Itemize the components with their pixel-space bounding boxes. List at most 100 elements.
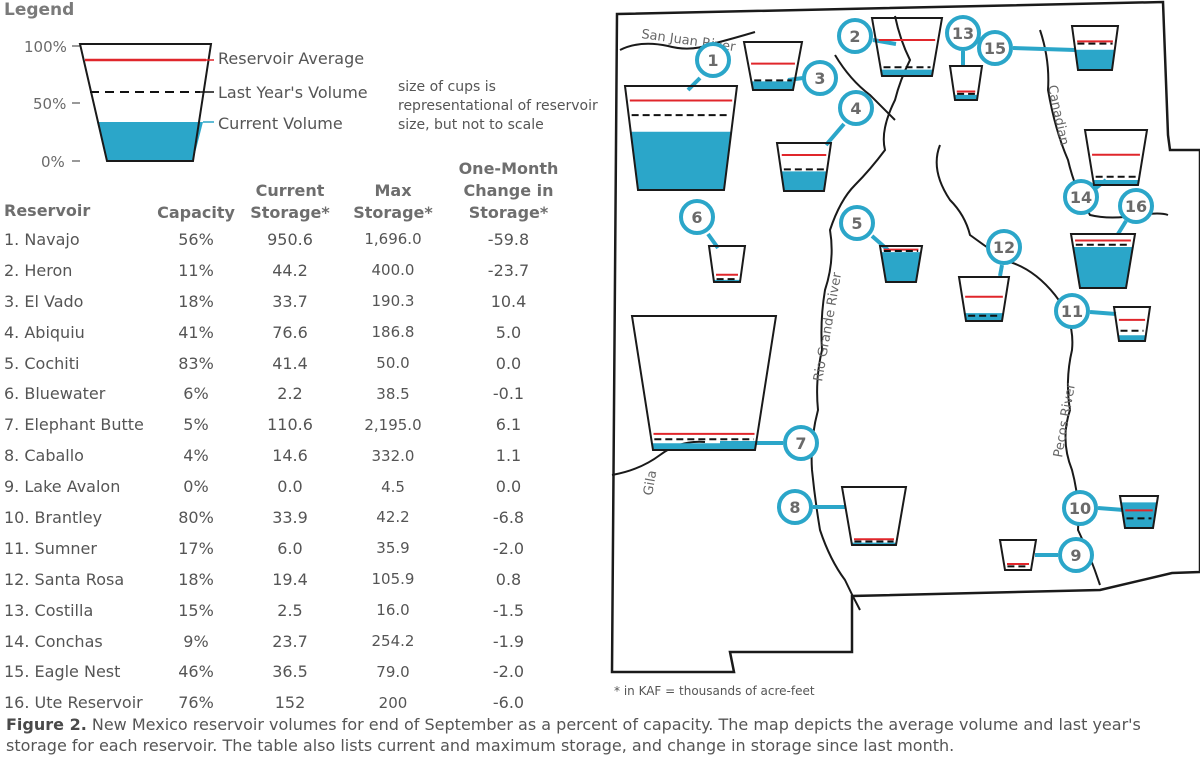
cell-capacity: 5% bbox=[183, 415, 209, 435]
marker-circle bbox=[977, 30, 1013, 66]
marker-label: 6 bbox=[691, 208, 702, 227]
legend-current-fill bbox=[97, 122, 203, 161]
cell-max: 1,696.0 bbox=[364, 230, 422, 249]
cell-max: 190.3 bbox=[371, 292, 415, 311]
cup-outline bbox=[707, 245, 747, 283]
cell-name: 1. Navajo bbox=[4, 229, 80, 249]
cell-max: 79.0 bbox=[376, 662, 410, 681]
cup-1 bbox=[623, 85, 739, 191]
marker-circle bbox=[1062, 490, 1098, 526]
cup-outline bbox=[998, 539, 1038, 571]
table-row: 1. Navajo 56% 950.6 1,696.0 -59.8 bbox=[2, 224, 571, 255]
pct-label-50: 50% bbox=[33, 95, 67, 113]
table-row: 14. Conchas 9% 23.7 254.2 -1.9 bbox=[2, 626, 571, 657]
cell-current: 23.7 bbox=[272, 631, 308, 651]
cup-5 bbox=[878, 245, 924, 283]
marker-circle bbox=[1118, 188, 1154, 224]
cell-change: -1.9 bbox=[492, 631, 525, 651]
river-label: Rio Grande River bbox=[811, 271, 845, 383]
cup-current-fill bbox=[751, 81, 795, 90]
cell-name: 7. Elephant Butte bbox=[4, 415, 144, 435]
cell-capacity: 41% bbox=[178, 322, 214, 342]
cell-current: 19.4 bbox=[272, 569, 308, 589]
cell-name: 6. Bluewater bbox=[4, 384, 106, 404]
marker-label: 3 bbox=[814, 69, 825, 88]
cell-max: 16.0 bbox=[376, 601, 410, 620]
cup-13 bbox=[948, 65, 984, 101]
cup-outline bbox=[1070, 25, 1120, 71]
cell-max: 35.9 bbox=[376, 539, 410, 558]
marker-13: 13 bbox=[945, 15, 981, 66]
marker-2: 2 bbox=[837, 18, 897, 54]
cell-max: 42.2 bbox=[376, 508, 410, 527]
cell-change: -2.0 bbox=[492, 662, 525, 682]
marker-circle bbox=[839, 205, 875, 241]
cell-max: 50.0 bbox=[376, 354, 410, 372]
marker-label: 14 bbox=[1070, 188, 1092, 207]
marker-circle bbox=[783, 425, 819, 461]
cell-current: 2.2 bbox=[277, 384, 303, 404]
cell-name: 16. Ute Reservoir bbox=[4, 693, 143, 713]
cup-4 bbox=[775, 142, 833, 192]
marker-label: 10 bbox=[1069, 499, 1091, 518]
cell-change: -6.0 bbox=[492, 693, 525, 713]
cell-capacity: 46% bbox=[178, 662, 214, 682]
marker-15: 15 bbox=[977, 30, 1076, 66]
header-reservoir: Reservoir bbox=[4, 201, 91, 220]
cell-capacity: 18% bbox=[178, 291, 214, 311]
cell-name: 5. Cochiti bbox=[4, 353, 80, 373]
river-san-juan bbox=[619, 31, 756, 51]
cell-capacity: 6% bbox=[183, 384, 209, 404]
cup-current-fill bbox=[954, 94, 978, 100]
cup-outline bbox=[878, 245, 924, 283]
reservoir-table: Reservoir Capacity Current Storage* Max … bbox=[2, 158, 571, 718]
table-row: 16. Ute Reservoir 76% 152 200 -6.0 bbox=[2, 687, 571, 718]
cup-current-fill bbox=[881, 252, 921, 282]
legend-reservoir-average: Reservoir Average bbox=[218, 49, 365, 68]
marker-11: 11 bbox=[1054, 293, 1117, 329]
cell-current: 152 bbox=[274, 693, 306, 713]
footnote: * in KAF = thousands of acre-feet bbox=[614, 684, 815, 698]
marker-label: 4 bbox=[850, 99, 861, 118]
marker-circle bbox=[1058, 537, 1094, 573]
table-row: 12. Santa Rosa 18% 19.4 105.9 0.8 bbox=[2, 564, 571, 595]
cup-current-fill bbox=[1075, 49, 1115, 70]
marker-label: 1 bbox=[707, 51, 718, 70]
cell-name: 3. El Vado bbox=[4, 291, 84, 311]
cell-capacity: 17% bbox=[178, 538, 214, 558]
cell-max: 186.8 bbox=[371, 323, 415, 342]
cell-change: 6.1 bbox=[495, 415, 522, 435]
cell-change: -6.8 bbox=[492, 507, 525, 527]
cell-change: -0.1 bbox=[492, 384, 525, 404]
marker-circle bbox=[695, 42, 731, 78]
cup-outline bbox=[1118, 495, 1160, 529]
cell-capacity: 80% bbox=[178, 507, 214, 527]
cell-name: 12. Santa Rosa bbox=[4, 569, 125, 589]
marker-circle bbox=[679, 199, 715, 235]
cell-capacity: 83% bbox=[178, 353, 214, 373]
cell-current: 14.6 bbox=[272, 446, 308, 466]
cell-current: 44.2 bbox=[272, 260, 308, 280]
marker-label: 12 bbox=[993, 238, 1015, 257]
callout-line bbox=[824, 122, 846, 147]
river-label: Gila bbox=[641, 469, 660, 496]
marker-7: 7 bbox=[720, 425, 819, 461]
cell-name: 9. Lake Avalon bbox=[4, 477, 121, 497]
cell-max: 200 bbox=[378, 693, 408, 712]
cup-outline bbox=[840, 486, 908, 546]
marker-circle bbox=[1063, 179, 1099, 215]
cell-capacity: 11% bbox=[178, 260, 214, 280]
cup-outline bbox=[1083, 129, 1149, 186]
cell-change: -23.7 bbox=[487, 260, 530, 280]
cup-current-fill bbox=[1118, 335, 1146, 341]
marker-circle bbox=[945, 15, 981, 51]
table-row: 8. Caballo 4% 14.6 332.0 1.1 bbox=[2, 440, 571, 471]
marker-9: 9 bbox=[1035, 537, 1094, 573]
marker-label: 8 bbox=[789, 498, 800, 517]
cup-12 bbox=[957, 276, 1011, 322]
marker-label: 9 bbox=[1070, 546, 1081, 565]
figure-caption: Figure 2. New Mexico reservoir volumes f… bbox=[6, 714, 1156, 756]
marker-circle bbox=[837, 18, 873, 54]
marker-16: 16 bbox=[1116, 188, 1154, 236]
